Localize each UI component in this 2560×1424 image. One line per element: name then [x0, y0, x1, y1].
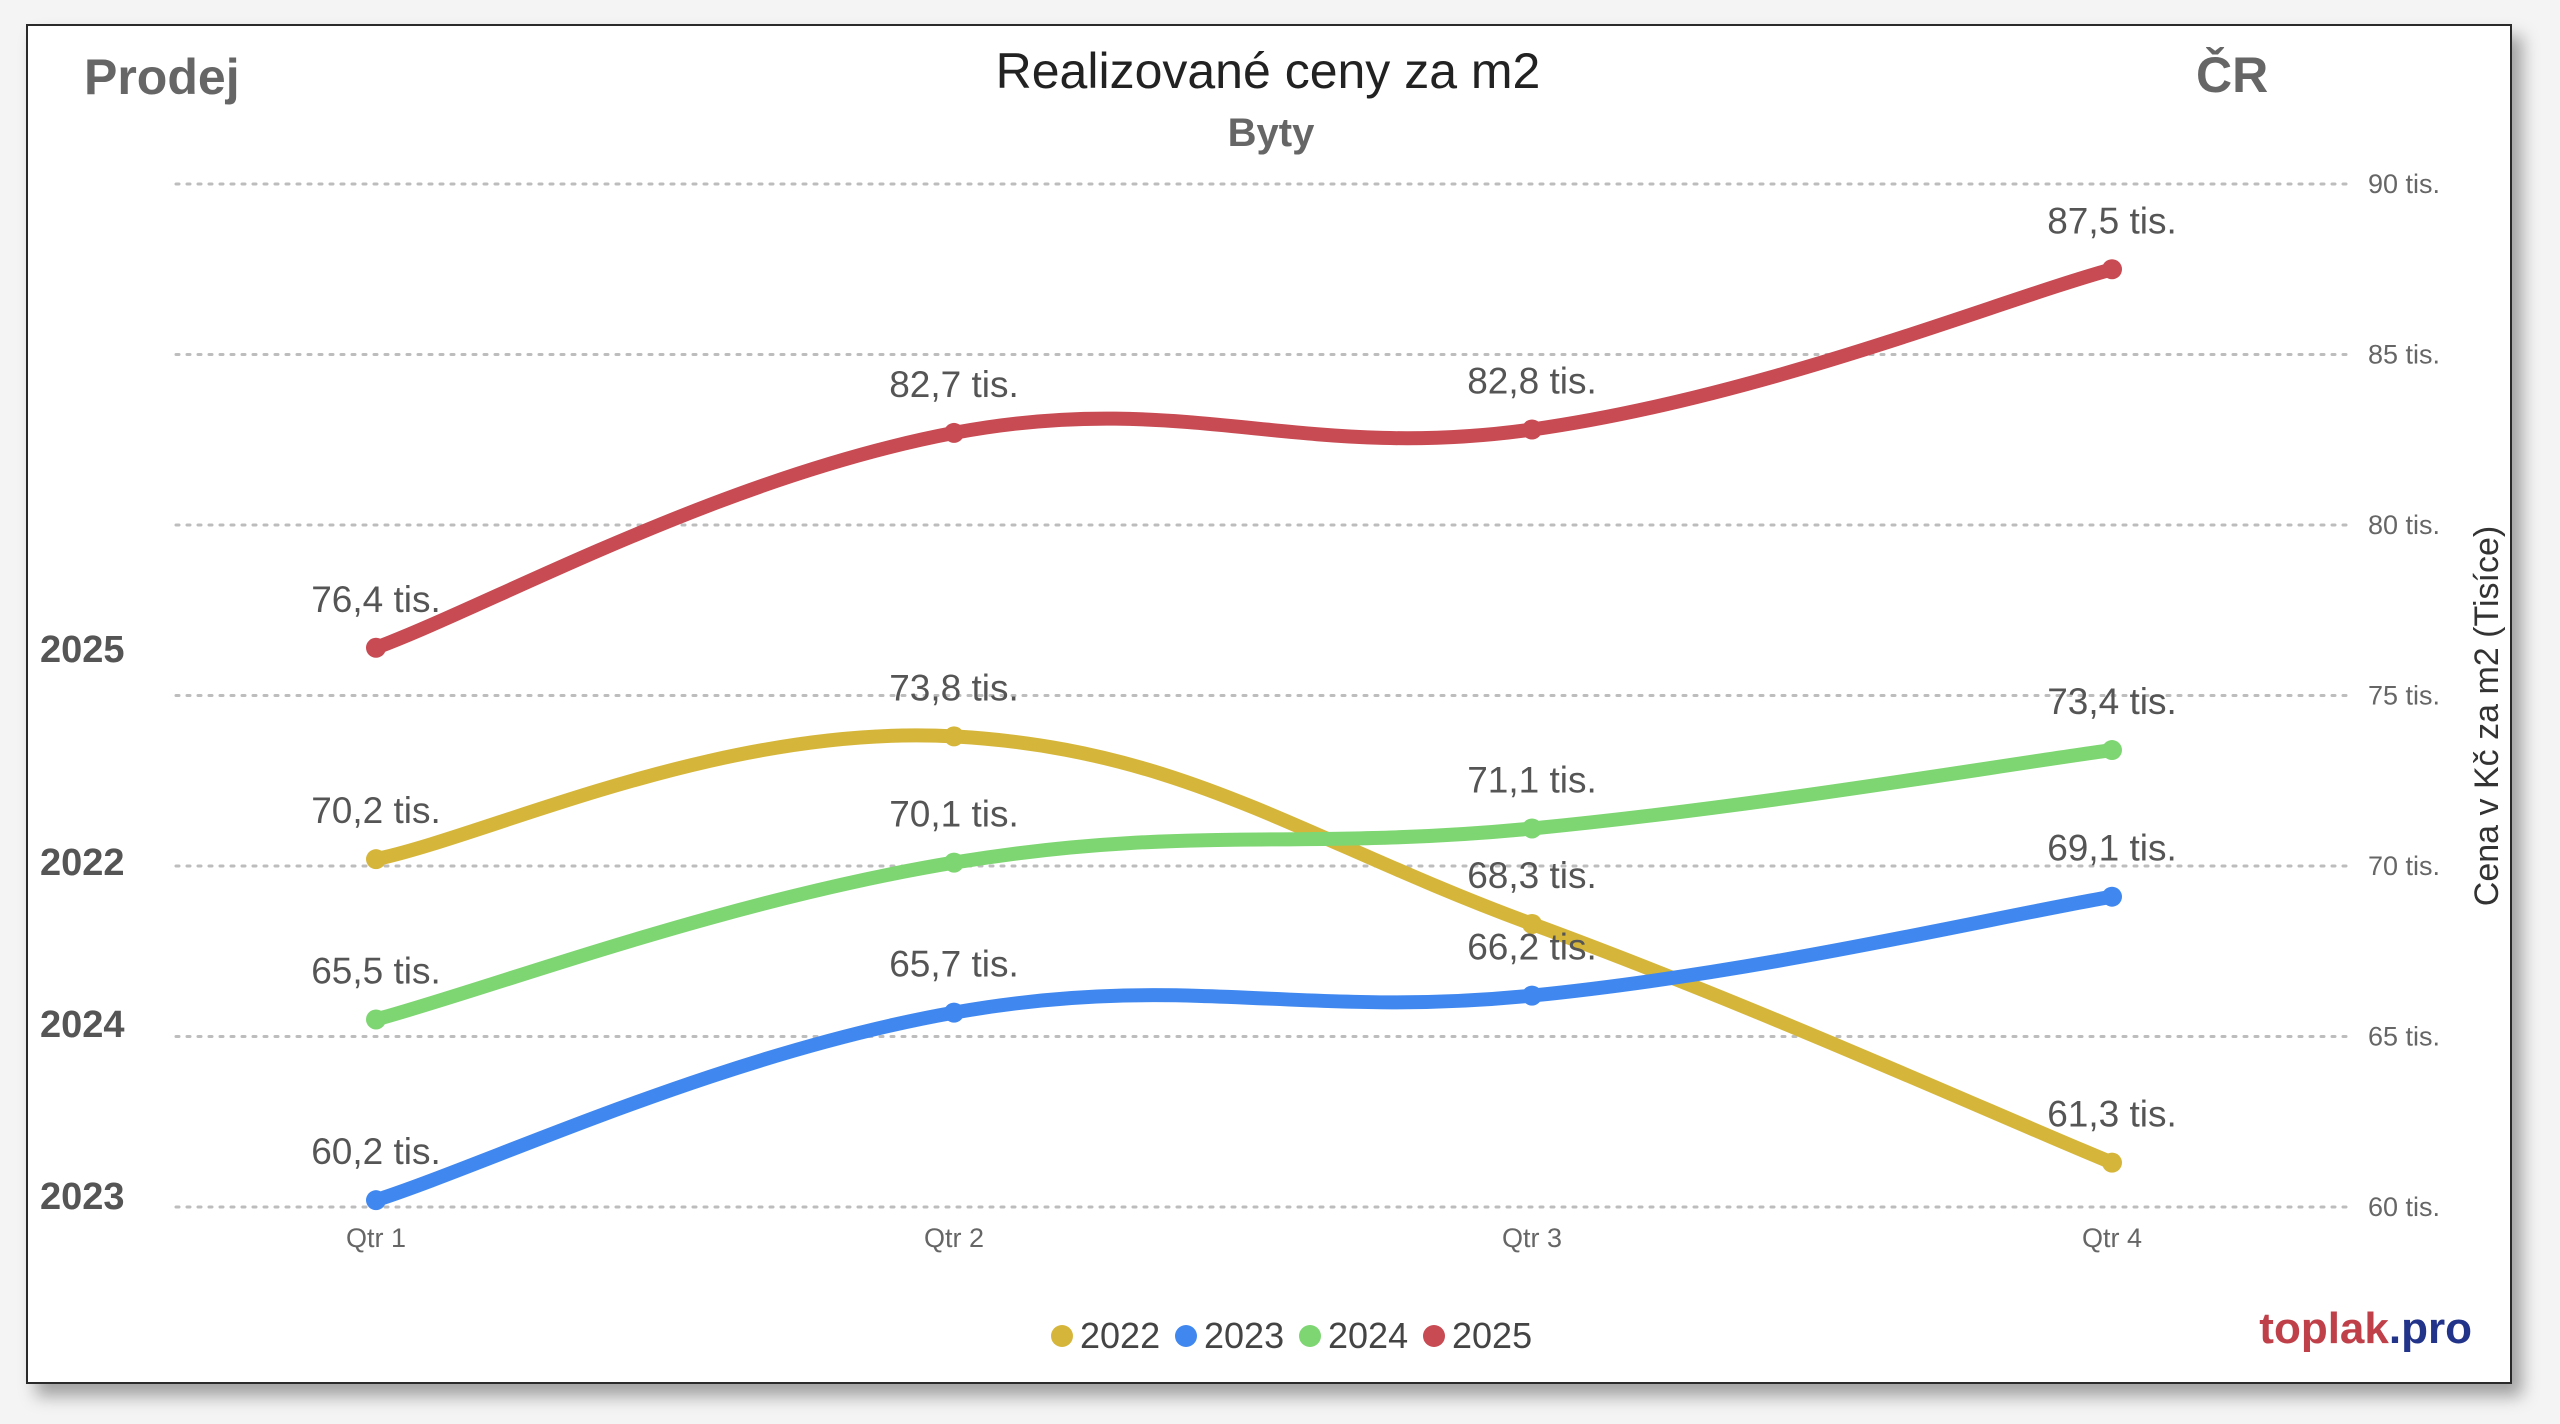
data-point-2023-1	[366, 1190, 386, 1211]
data-label-2022-4: 61,3 tis.	[2047, 1094, 2177, 1135]
data-label-2022-3: 68,3 tis.	[1467, 855, 1597, 896]
chart-title: Realizované ceny za m2	[996, 43, 1541, 99]
y-tick-label: 80 tis.	[2368, 510, 2440, 540]
x-tick-label: Qtr 3	[1502, 1223, 1562, 1253]
x-tick-label: Qtr 1	[346, 1223, 406, 1253]
legend-label-2023: 2023	[1204, 1315, 1284, 1356]
brand-logo: toplak.pro	[2259, 1304, 2472, 1353]
legend-marker-2024	[1299, 1325, 1321, 1347]
series-line-2024	[369, 743, 2119, 1027]
data-point-2025-1	[366, 637, 386, 658]
data-point-2023-3	[1522, 985, 1542, 1006]
row-label-2022: 2022	[40, 842, 125, 884]
data-point-2025-2	[944, 422, 964, 443]
series-lines	[366, 259, 2122, 1211]
y-axis-ticks: 60 tis. 65 tis. 70 tis. 75 tis. 80 tis. 85 ti…	[2368, 169, 2440, 1222]
x-tick-label: Qtr 2	[924, 1223, 984, 1253]
data-point-2024-4	[2102, 740, 2122, 761]
row-label-2023: 2023	[40, 1176, 125, 1218]
data-point-2025-4	[2102, 259, 2122, 280]
series-line-2022	[369, 728, 2119, 1170]
data-label-2023-4: 69,1 tis.	[2047, 828, 2177, 869]
x-tick-label: Qtr 4	[2082, 1223, 2142, 1253]
header-right-label: ČR	[2196, 46, 2268, 103]
y-tick-label: 85 tis.	[2368, 340, 2440, 370]
data-point-2022-4	[2102, 1152, 2122, 1173]
y-tick-label: 90 tis.	[2368, 169, 2440, 199]
data-label-2025-4: 87,5 tis.	[2047, 200, 2177, 241]
data-point-2024-3	[1522, 818, 1542, 839]
data-label-2023-1: 60,2 tis.	[311, 1131, 441, 1172]
data-point-2022-1	[366, 849, 386, 870]
row-label-2025: 2025	[40, 629, 125, 671]
data-point-2022-3	[1522, 913, 1542, 934]
data-labels: 70,2 tis. 73,8 tis. 68,3 tis. 61,3 tis. 60,2…	[311, 200, 2177, 1172]
brand-text-part2: pro	[2401, 1304, 2472, 1353]
y-tick-label: 60 tis.	[2368, 1192, 2440, 1222]
data-point-2022-2	[944, 726, 964, 747]
legend-marker-2022	[1051, 1325, 1073, 1347]
data-label-2023-3: 66,2 tis.	[1467, 927, 1597, 968]
legend-marker-2025	[1423, 1325, 1445, 1347]
data-label-2024-3: 71,1 tis.	[1467, 759, 1597, 800]
data-point-2025-3	[1522, 419, 1542, 440]
data-label-2022-1: 70,2 tis.	[311, 790, 441, 831]
grid-lines	[174, 182, 2350, 1209]
data-point-2024-1	[366, 1009, 386, 1030]
data-label-2022-2: 73,8 tis.	[889, 667, 1019, 708]
series-line-2023	[369, 889, 2119, 1208]
data-label-2023-2: 65,7 tis.	[889, 944, 1019, 985]
y-tick-label: 75 tis.	[2368, 681, 2440, 711]
data-point-2023-4	[2102, 886, 2122, 907]
data-label-2024-1: 65,5 tis.	[311, 950, 441, 991]
legend-label-2024: 2024	[1328, 1315, 1408, 1356]
header-left-label: Prodej	[84, 49, 240, 105]
y-axis-label: Cena v Kč za m2 (Tisíce)	[2468, 526, 2506, 906]
data-label-2024-2: 70,1 tis.	[889, 794, 1019, 835]
data-point-2024-2	[944, 852, 964, 873]
data-label-2024-4: 73,4 tis.	[2047, 681, 2177, 722]
data-label-2025-3: 82,8 tis.	[1467, 361, 1597, 402]
line-chart: Prodej Realizované ceny za m2 Byty ČR 60…	[40, 43, 2506, 1356]
y-tick-label: 65 tis.	[2368, 1022, 2440, 1052]
legend-label-2025: 2025	[1452, 1315, 1532, 1356]
row-label-2024: 2024	[40, 1004, 125, 1046]
brand-text-dot: .	[2389, 1304, 2401, 1353]
series-line-2025	[369, 262, 2119, 655]
data-label-2025-1: 76,4 tis.	[311, 579, 441, 620]
brand-text-part1: toplak	[2259, 1304, 2389, 1353]
legend: 2022 2023 2024 2025	[1051, 1315, 1532, 1356]
chart-subtitle: Byty	[1228, 111, 1315, 155]
legend-label-2022: 2022	[1080, 1315, 1160, 1356]
y-tick-label: 70 tis.	[2368, 851, 2440, 881]
x-axis-ticks: Qtr 1 Qtr 2 Qtr 3 Qtr 4	[346, 1223, 2142, 1253]
legend-marker-2023	[1175, 1325, 1197, 1347]
data-label-2025-2: 82,7 tis.	[889, 364, 1019, 405]
chart-card: Prodej Realizované ceny za m2 Byty ČR 60…	[26, 24, 2512, 1384]
data-point-2023-2	[944, 1002, 964, 1023]
